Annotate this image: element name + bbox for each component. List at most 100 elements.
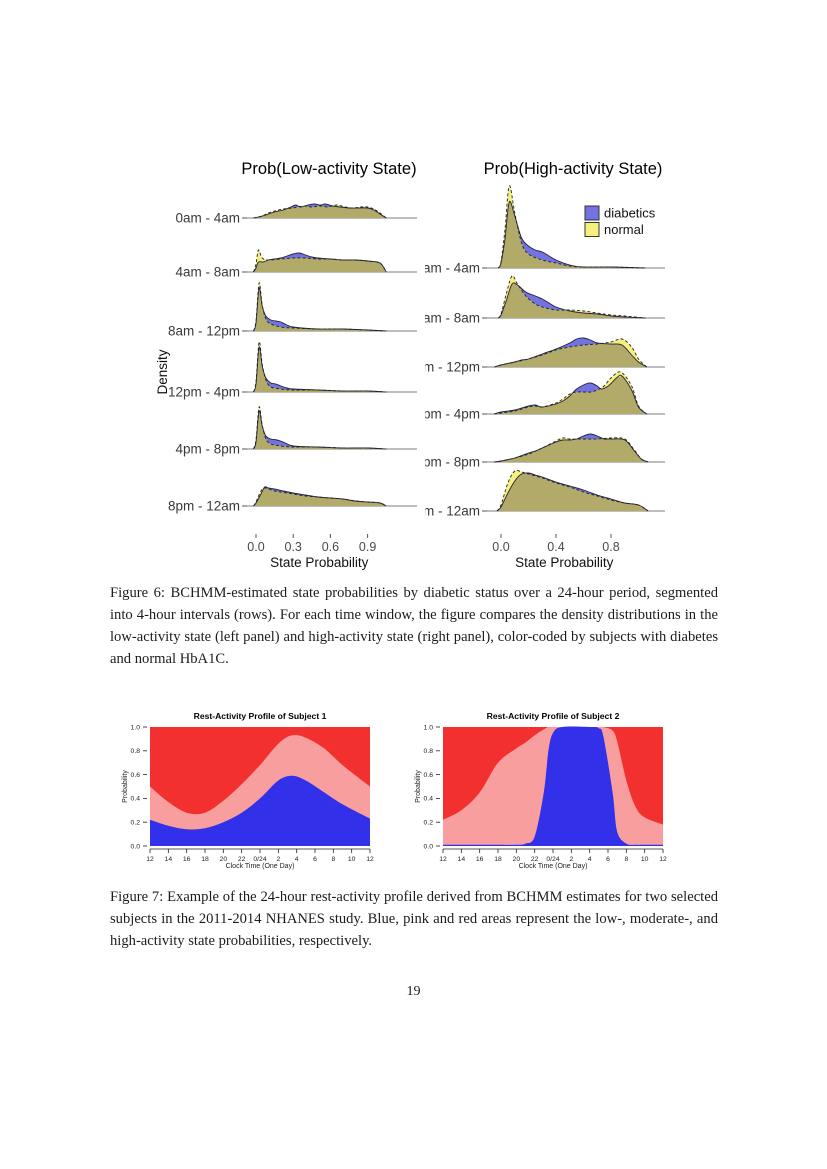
x-axis-tick-label: 10 [348,856,356,863]
y-axis-tick-label: 1.0 [131,724,141,731]
x-axis-tick-label: 0.0 [247,540,264,554]
density-row: 8am - 12pm [425,337,665,375]
x-axis-tick-label: 0/24 [546,856,559,863]
diabetics-density-outline [496,472,649,512]
overlap-density-fill [253,346,387,392]
overlap-density-fill [498,282,646,318]
x-axis-tick-label: 2 [276,856,280,863]
x-axis-tick-label: 18 [201,856,209,863]
diabetics-density-outline [497,200,646,269]
y-axis-label: Probability [415,770,422,803]
x-axis-tick-label: 0.3 [285,540,302,554]
x-axis-label: State Probability [515,555,614,570]
y-axis-tick-label: 0.0 [424,843,434,850]
y-axis-tick-label: 0.8 [131,748,141,755]
density-row: 8pm - 12am [425,469,665,519]
x-axis-tick-label: 4 [588,856,592,863]
overlap-density-fill [494,343,647,367]
density-row: 0am - 4am [425,185,665,276]
x-axis-tick-label: 18 [494,856,502,863]
normal-density-outline [253,341,387,393]
normal-density-outline [494,437,649,463]
page-number: 19 [406,984,421,999]
panel-title: Prob(Low-activity State) [241,160,416,178]
x-axis-tick-label: 12 [146,856,154,863]
density-row: 12pm - 4pm [425,371,665,422]
legend-swatch-normal [584,222,600,237]
y-axis-tick-label: 1.0 [424,724,434,731]
y-axis-tick-label: 0.2 [131,820,141,827]
panel-title: Prob(High-activity State) [484,160,663,178]
diabetics-density-fill [253,410,387,449]
density-row: 4pm - 8pm [425,433,665,470]
row-label: 8am - 12pm [168,324,240,339]
overlap-density-fill [253,205,387,218]
x-axis-tick-label: 12 [439,856,447,863]
y-axis-tick-label: 0.8 [424,748,434,755]
y-axis-label: Density [155,349,170,394]
density-row: 4am - 8am [425,275,665,326]
overlap-density-fill [494,375,647,414]
x-axis-tick-label: 8 [331,856,335,863]
x-axis-tick-label: 0.4 [547,540,564,554]
y-axis-tick-label: 0.6 [131,772,141,779]
x-axis-tick-label: 4 [295,856,299,863]
normal-density-outline [253,282,387,332]
figure6-right-panel: Prob(High-activity State) 0am - 4am 4am - … [425,160,665,570]
density-row: 8pm - 12am [168,486,417,514]
legend-label: normal [604,222,644,237]
figure7-subject2-plot: Rest-Activity Profile of Subject 2 12 14 16… [415,711,667,870]
x-axis-tick-label: 10 [641,856,649,863]
x-axis-tick-label: 6 [313,856,317,863]
row-label: 8am - 12pm [425,360,480,375]
row-label: 4pm - 8pm [175,442,240,457]
density-row: 4pm - 8pm [175,406,417,457]
y-axis-label: Probability [122,770,129,803]
x-axis-tick-label: 12 [366,856,374,863]
density-row: 8am - 12pm [168,282,417,339]
row-label: 4am - 8am [175,265,240,280]
overlap-density-fill [253,257,387,272]
y-axis-tick-label: 0.4 [131,796,141,803]
legend-label: diabetics [604,206,656,221]
overlap-density-fill [494,438,649,462]
x-axis-tick-label: 20 [513,856,521,863]
x-axis-tick-label: 12 [659,856,667,863]
normal-density-outline [493,338,648,368]
diabetics-density-outline [253,203,387,219]
x-axis-tick-label: 2 [569,856,573,863]
plot-title: Rest-Activity Profile of Subject 2 [487,711,620,721]
normal-density-outline [497,275,646,319]
overlap-density-fill [496,473,649,511]
y-axis-tick-label: 0.6 [424,772,434,779]
row-label: 12pm - 4pm [168,385,240,400]
diabetics-density-outline [497,282,646,319]
x-axis-tick-label: 8 [624,856,628,863]
row-label: 0am - 4am [425,261,480,276]
row-label: 0am - 4am [175,211,240,226]
x-axis-tick-label: 0.9 [359,540,376,554]
row-label: 8pm - 12am [168,499,240,514]
y-axis-tick-label: 0.2 [424,820,434,827]
x-axis-label: Clock Time (One Day) [226,863,295,870]
low-activity-area [443,726,663,846]
diabetics-density-outline [493,374,648,415]
x-axis-tick-label: 0.8 [602,540,619,554]
figure7-subject1-plot: Rest-Activity Profile of Subject 1 12 14 16… [122,711,374,870]
x-axis-label: State Probability [270,555,369,570]
normal-density-outline [253,406,387,450]
row-label: 4pm - 8pm [425,455,480,470]
x-axis-tick-label: 0.0 [492,540,509,554]
x-axis-tick-label: 22 [531,856,539,863]
diabetics-density-outline [253,486,387,507]
x-axis-label: Clock Time (One Day) [519,863,588,870]
figure7-caption: Figure 7: Example of the 24-hour rest-ac… [110,889,718,949]
normal-density-outline [253,487,387,507]
diabetics-density-outline [253,410,387,450]
row-label: 4am - 8am [425,311,480,326]
x-axis-tick-label: 0/24 [253,856,266,863]
diabetics-density-fill [253,346,387,392]
diabetics-density-fill [253,287,387,331]
y-axis-tick-label: 0.0 [131,843,141,850]
